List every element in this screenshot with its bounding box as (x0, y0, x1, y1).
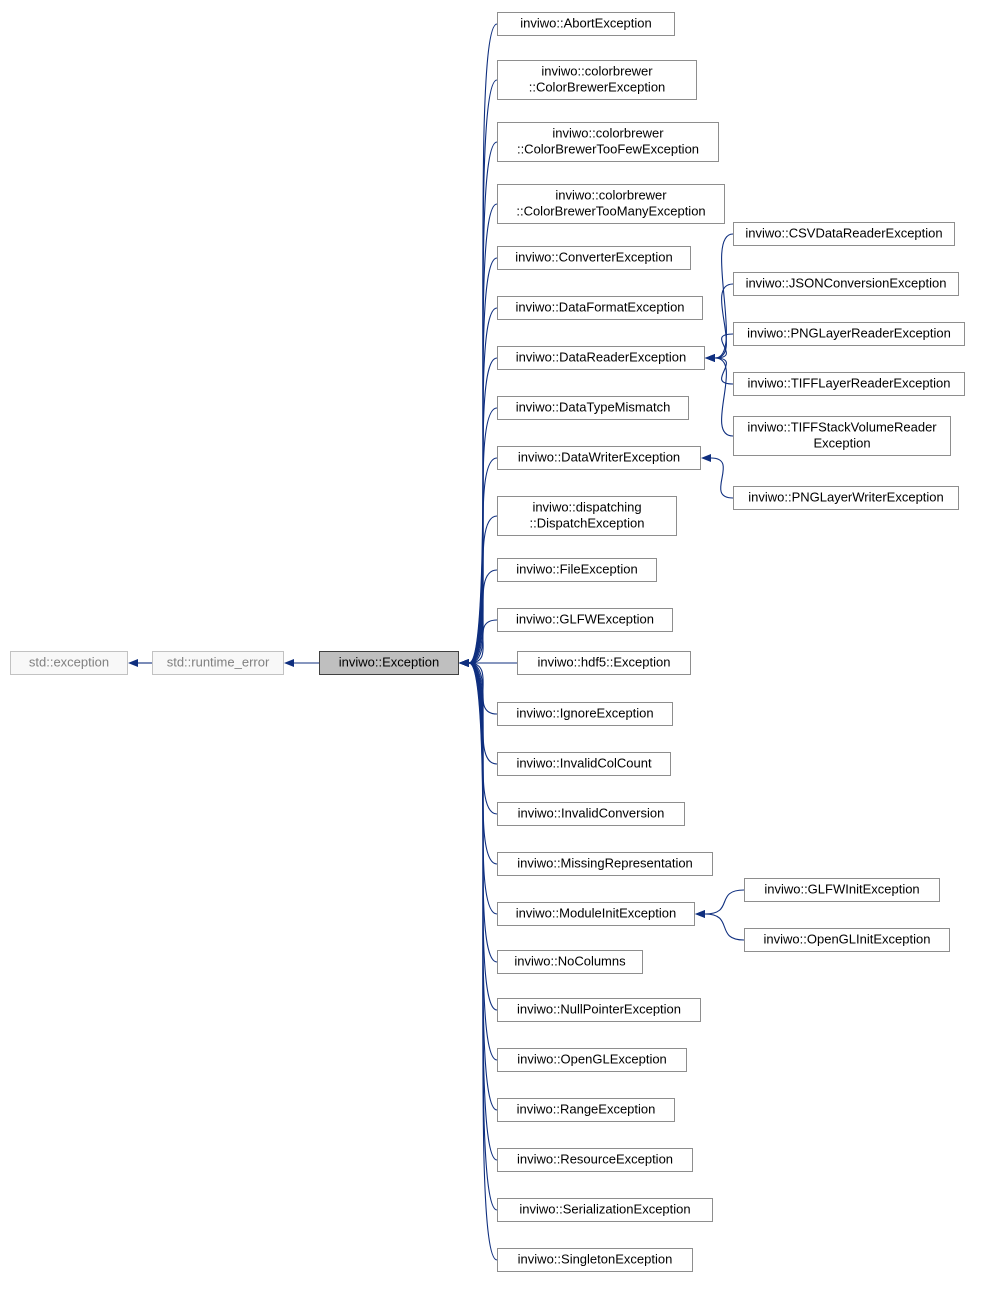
class-node-label: inviwo::dispatching (532, 499, 641, 514)
class-node[interactable]: inviwo::Exception (320, 652, 459, 675)
class-node-label: inviwo::OpenGLInitException (764, 931, 931, 946)
class-node-label: std::exception (29, 654, 109, 669)
class-node[interactable]: inviwo::OpenGLException (498, 1049, 687, 1072)
class-node[interactable]: inviwo::GLFWException (498, 609, 673, 632)
class-node-label: inviwo::colorbrewer (541, 63, 653, 78)
class-node-label: inviwo::AbortException (520, 15, 652, 30)
class-node[interactable]: inviwo::CSVDataReaderException (734, 223, 955, 246)
class-node[interactable]: inviwo::colorbrewer::ColorBrewerTooFewEx… (498, 123, 719, 162)
class-node[interactable]: inviwo::MissingRepresentation (498, 853, 713, 876)
class-node-label: inviwo::OpenGLException (517, 1051, 667, 1066)
class-node-label: inviwo::DataTypeMismatch (516, 399, 671, 414)
class-node[interactable]: inviwo::NullPointerException (498, 999, 701, 1022)
class-node[interactable]: inviwo::InvalidConversion (498, 803, 685, 826)
class-node-label: inviwo::SerializationException (519, 1201, 690, 1216)
inheritance-edge (715, 234, 733, 358)
class-node[interactable]: inviwo::DataTypeMismatch (498, 397, 689, 420)
class-node[interactable]: inviwo::DataReaderException (498, 347, 705, 370)
class-node[interactable]: inviwo::colorbrewer::ColorBrewerExceptio… (498, 61, 697, 100)
class-node[interactable]: inviwo::ConverterException (498, 247, 691, 270)
class-node-label: inviwo::GLFWInitException (764, 881, 919, 896)
class-node-label: inviwo::FileException (516, 561, 637, 576)
class-node-label: inviwo::hdf5::Exception (538, 654, 671, 669)
class-node[interactable]: std::exception (11, 652, 128, 675)
class-node[interactable]: inviwo::TIFFLayerReaderException (734, 373, 965, 396)
class-node[interactable]: inviwo::JSONConversionException (734, 273, 959, 296)
class-node[interactable]: inviwo::ResourceException (498, 1149, 693, 1172)
class-node-label: inviwo::CSVDataReaderException (745, 225, 942, 240)
class-node-label: inviwo::InvalidConversion (518, 805, 665, 820)
class-node[interactable]: inviwo::hdf5::Exception (518, 652, 691, 675)
class-node-label: inviwo::GLFWException (516, 611, 654, 626)
class-node-label: inviwo::SingletonException (518, 1251, 673, 1266)
class-node[interactable]: inviwo::SerializationException (498, 1199, 713, 1222)
class-node[interactable]: inviwo::DataWriterException (498, 447, 701, 470)
class-node[interactable]: inviwo::ModuleInitException (498, 903, 695, 926)
class-node[interactable]: inviwo::SingletonException (498, 1249, 693, 1272)
class-node[interactable]: inviwo::PNGLayerReaderException (734, 323, 965, 346)
class-node-label: inviwo::PNGLayerReaderException (747, 325, 951, 340)
class-node-label: inviwo::JSONConversionException (746, 275, 947, 290)
class-node-label: inviwo::InvalidColCount (516, 755, 652, 770)
class-node-label: inviwo::colorbrewer (552, 125, 664, 140)
class-node-label: inviwo::ConverterException (515, 249, 673, 264)
class-node-label: ::ColorBrewerTooManyException (516, 203, 705, 218)
class-node-label: inviwo::PNGLayerWriterException (748, 489, 944, 504)
class-hierarchy-diagram: std::exceptionstd::runtime_errorinviwo::… (0, 0, 987, 1315)
class-node[interactable]: inviwo::FileException (498, 559, 657, 582)
class-node-label: inviwo::colorbrewer (555, 187, 667, 202)
class-node[interactable]: inviwo::dispatching::DispatchException (498, 497, 677, 536)
class-node-label: inviwo::DataReaderException (516, 349, 687, 364)
class-node-label: Exception (813, 435, 870, 450)
inheritance-edge (705, 890, 744, 914)
class-node[interactable]: inviwo::GLFWInitException (745, 879, 940, 902)
class-node-label: inviwo::Exception (339, 654, 439, 669)
class-node[interactable]: inviwo::RangeException (498, 1099, 675, 1122)
class-node-label: inviwo::ModuleInitException (516, 905, 676, 920)
class-node[interactable]: inviwo::OpenGLInitException (745, 929, 950, 952)
class-node-label: inviwo::IgnoreException (516, 705, 653, 720)
class-node-label: inviwo::RangeException (517, 1101, 656, 1116)
class-node-label: inviwo::NullPointerException (517, 1001, 681, 1016)
class-node-label: inviwo::DataFormatException (515, 299, 684, 314)
class-node[interactable]: inviwo::NoColumns (498, 951, 643, 974)
class-node-label: inviwo::TIFFStackVolumeReader (747, 419, 937, 434)
class-node[interactable]: inviwo::IgnoreException (498, 703, 673, 726)
class-node-label: inviwo::DataWriterException (518, 449, 680, 464)
class-node-label: inviwo::NoColumns (514, 953, 626, 968)
class-node-label: ::ColorBrewerTooFewException (517, 141, 699, 156)
inheritance-edge (711, 458, 733, 498)
class-node[interactable]: inviwo::InvalidColCount (498, 753, 671, 776)
class-node-label: inviwo::MissingRepresentation (517, 855, 693, 870)
class-node[interactable]: inviwo::colorbrewer::ColorBrewerTooManyE… (498, 185, 725, 224)
class-node-label: inviwo::ResourceException (517, 1151, 673, 1166)
class-node[interactable]: inviwo::AbortException (498, 13, 675, 36)
class-node-label: std::runtime_error (167, 654, 270, 669)
class-node-label: ::ColorBrewerException (529, 79, 666, 94)
inheritance-edge (705, 914, 744, 940)
class-node[interactable]: std::runtime_error (153, 652, 284, 675)
class-node-label: ::DispatchException (530, 515, 645, 530)
class-node[interactable]: inviwo::TIFFStackVolumeReaderException (734, 417, 951, 456)
class-node[interactable]: inviwo::PNGLayerWriterException (734, 487, 959, 510)
class-node-label: inviwo::TIFFLayerReaderException (747, 375, 950, 390)
class-node[interactable]: inviwo::DataFormatException (498, 297, 703, 320)
